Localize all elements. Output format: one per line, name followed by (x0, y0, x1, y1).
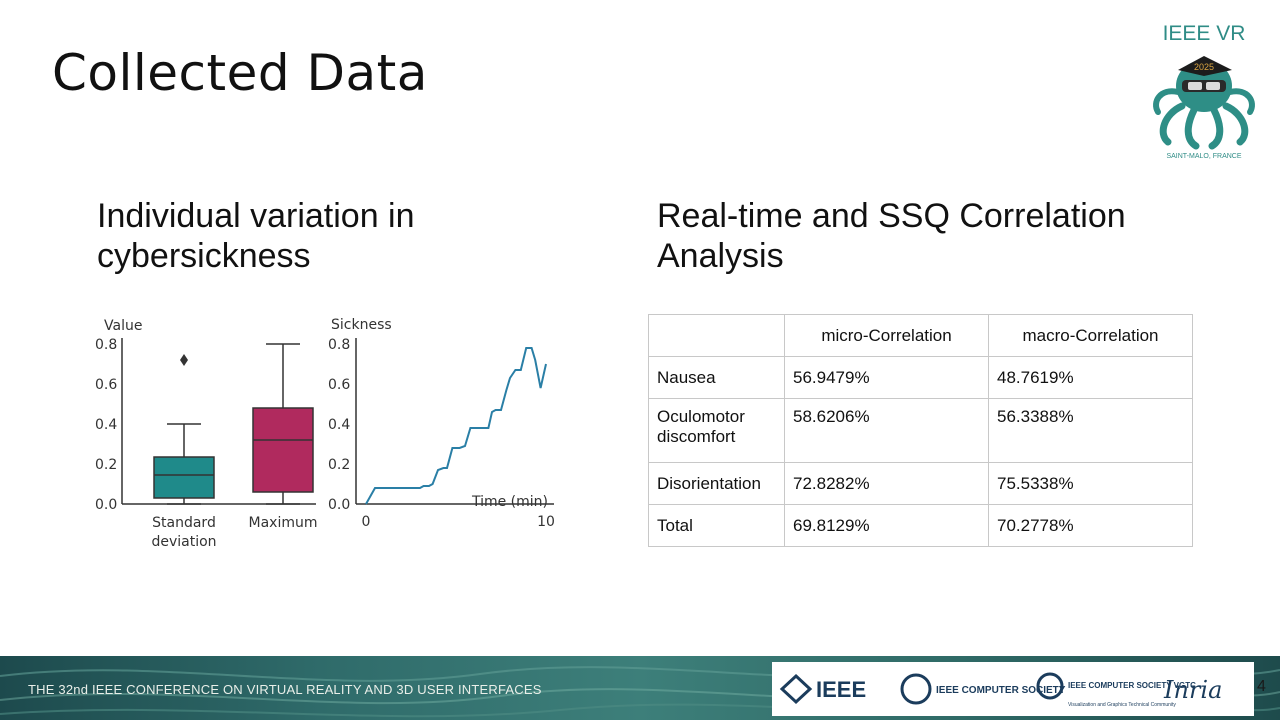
table-cell: 58.6206% (784, 398, 989, 463)
footer-banner: THE 32nd IEEE CONFERENCE ON VIRTUAL REAL… (0, 656, 1280, 720)
ieee-vr-logo: IEEE VR 2025 SAINT-MALO, FRANCE (1153, 22, 1255, 160)
boxplot-y-tick-label: 0.6 (95, 377, 117, 393)
table-cell: 75.5338% (988, 462, 1193, 505)
table-row: Disorientation 72.8282% 75.5338% (648, 462, 1193, 505)
table-header-cell: micro-Correlation (784, 314, 989, 357)
table-cell: 56.9479% (784, 356, 989, 399)
box-iqr (153, 456, 215, 499)
line-chart-y-tick-label: 0.2 (328, 457, 350, 473)
sponsor-inria: Inria (1163, 676, 1222, 704)
line-chart-y-tick-label: 0.4 (328, 417, 350, 433)
logo-year: 2025 (1194, 62, 1214, 72)
sponsor-vgtc: IEEE COMPUTER SOCIETY VGTC (1068, 681, 1196, 690)
sponsor-logos: IEEE IEEE COMPUTER SOCIETY IEEE COMPUTER… (772, 662, 1254, 716)
line-chart-y-tick-label: 0.6 (328, 377, 350, 393)
page-number: 4 (1257, 678, 1266, 695)
right-section-heading: Real-time and SSQ Correlation Analysis (657, 196, 1217, 276)
table-cell: Nausea (648, 356, 785, 399)
table-row: Oculomotor discomfort 58.6206% 56.3388% (648, 398, 1193, 463)
table-cell: 70.2778% (988, 504, 1193, 547)
outlier-point (180, 354, 188, 366)
line-chart-y-tick-label: 0.8 (328, 337, 350, 353)
boxplot-category-label: Maximum (249, 515, 318, 531)
boxplot-category-label: deviation (151, 534, 216, 550)
sponsor-computer-society: IEEE COMPUTER SOCIETY (936, 685, 1066, 696)
line-chart-y-label: Sickness (331, 317, 392, 333)
table-cell: 69.8129% (784, 504, 989, 547)
table-cell: 72.8282% (784, 462, 989, 505)
table-cell: 48.7619% (988, 356, 1193, 399)
sponsor-ieee: IEEE (816, 677, 866, 702)
boxplot-y-tick-label: 0.0 (95, 497, 117, 513)
left-heading-line1: Individual variation in (97, 197, 415, 235)
vgtc-subtext: Visualization and Graphics Technical Com… (1068, 702, 1176, 708)
table-row: Total 69.8129% 70.2778% (648, 504, 1193, 547)
table-header-row: micro-Correlation macro-Correlation (648, 314, 1193, 357)
ieee-logo: IEEE (779, 673, 866, 705)
slide-title: Collected Data (52, 44, 428, 102)
box-iqr (252, 407, 314, 493)
line-chart-x-tick-label: 10 (537, 514, 555, 530)
logo-title: IEEE VR (1163, 22, 1246, 45)
line-chart-y-tick-label: 0.0 (328, 497, 350, 513)
table-cell: Disorientation (648, 462, 785, 505)
boxplot-y-tick-label: 0.4 (95, 417, 117, 433)
left-heading-line2: cybersickness (97, 237, 311, 275)
charts-area: Value 0.0 0.2 0.4 0.6 0.8 Standard deviation Max… (95, 317, 555, 550)
table-cell: Oculomotor discomfort (648, 398, 785, 463)
logo-location: SAINT-MALO, FRANCE (1166, 153, 1241, 160)
vgtc-logo: IEEE COMPUTER SOCIETY VGTC Visualization… (1036, 672, 1196, 708)
octopus-icon (1153, 56, 1255, 150)
correlation-table: micro-Correlation macro-Correlation Naus… (648, 314, 1193, 547)
table-header-cell: macro-Correlation (988, 314, 1193, 357)
right-heading-line1: Real-time and SSQ Correlation (657, 197, 1126, 235)
right-heading-line2: Analysis (657, 237, 784, 275)
left-section-heading: Individual variation in cybersickness (97, 196, 517, 276)
table-cell: Total (648, 504, 785, 547)
line-chart-x-tick-label: 0 (362, 514, 371, 530)
sickness-series-line (365, 347, 547, 505)
table-row: Nausea 56.9479% 48.7619% (648, 356, 1193, 399)
boxplot-category-label: Standard (152, 515, 216, 531)
table-header-cell (648, 314, 785, 357)
boxplot-y-label: Value (104, 318, 142, 334)
boxplot-y-tick-label: 0.8 (95, 337, 117, 353)
computer-society-logo: IEEE COMPUTER SOCIETY (900, 673, 1066, 705)
conference-footer-text: THE 32nd IEEE CONFERENCE ON VIRTUAL REAL… (28, 682, 542, 697)
boxplot-y-tick-label: 0.2 (95, 457, 117, 473)
line-chart-x-label: Time (min) (471, 494, 548, 510)
table-cell: 56.3388% (988, 398, 1193, 463)
